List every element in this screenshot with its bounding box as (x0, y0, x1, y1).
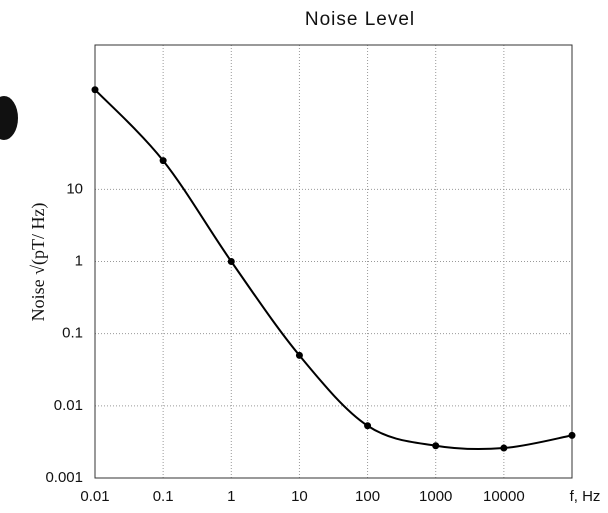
y-tick-label: 1 (75, 252, 83, 269)
data-point (568, 431, 576, 439)
y-tick-label: 10 (66, 180, 83, 197)
data-point (91, 86, 99, 94)
y-tick-label: 0.1 (62, 325, 83, 342)
x-tick-label: 1000 (419, 488, 452, 505)
x-tick-label: 0.1 (153, 488, 174, 505)
x-tick-label: 1 (227, 488, 235, 505)
line (94, 89, 573, 451)
x-axis-label: f, Hz (570, 488, 601, 505)
y-axis-label: Noise √(pT/ Hz) (28, 203, 49, 322)
decoration (0, 96, 18, 140)
data-point (432, 442, 440, 450)
x-tick-label: 100 (355, 488, 380, 505)
data-point (295, 351, 303, 359)
data-point (500, 444, 508, 452)
data-point (227, 258, 235, 265)
y-tick-label: 0.001 (45, 469, 83, 486)
x-tick-label: 0.01 (80, 488, 109, 505)
plot-frame (94, 44, 573, 479)
x-tick-label: 10 (291, 488, 308, 505)
x-tick-label: 10000 (483, 488, 525, 505)
data-point (364, 422, 372, 430)
y-tick-label: 0.01 (54, 397, 83, 414)
data-point (159, 157, 167, 165)
chart-title: Noise Level (305, 9, 415, 30)
